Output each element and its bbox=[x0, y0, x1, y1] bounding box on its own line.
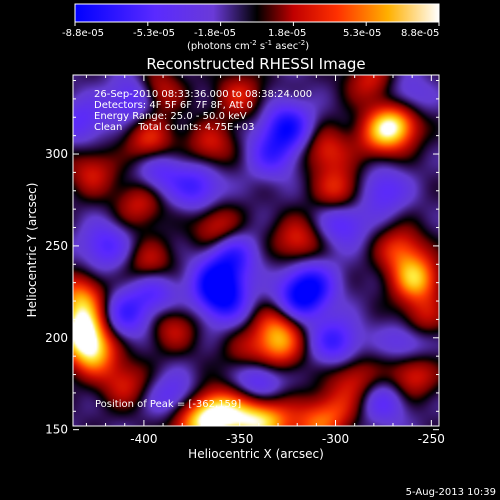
x-tick-label: -300 bbox=[322, 432, 349, 446]
colorbar-tick-label-1: -5.3e-05 bbox=[133, 28, 175, 39]
annotation-block: 26-Sep-2010 08:33:36.000 to 08:38:24.000… bbox=[94, 89, 312, 133]
chart-title: Reconstructed RHESSI Image bbox=[146, 55, 365, 73]
colorbar-tick-label-3: 1.8e-05 bbox=[268, 28, 306, 39]
colorbar-tick-label-5: 8.8e-05 bbox=[401, 28, 439, 39]
y-tick-label: 150 bbox=[45, 423, 68, 437]
heatmap-image bbox=[73, 75, 439, 426]
annotation-clean-counts: Clean Total counts: 4.75E+03 bbox=[94, 122, 254, 133]
annotation-time-range: 26-Sep-2010 08:33:36.000 to 08:38:24.000 bbox=[94, 89, 312, 100]
annotation-energy-range: Energy Range: 25.0 - 50.0 keV bbox=[94, 111, 247, 122]
colorbar-tick-label-0: -8.8e-05 bbox=[62, 28, 104, 39]
colorbar: -8.8e-05 -5.3e-05 -1.8e-05 1.8e-05 5.3e-… bbox=[62, 3, 440, 52]
colorbar-tick-marks bbox=[74, 22, 440, 26]
colorbar-strip bbox=[74, 3, 440, 23]
heatmap-raster bbox=[73, 75, 439, 426]
colorbar-tick-label-2: -1.8e-05 bbox=[194, 28, 236, 39]
x-tick-label: -400 bbox=[130, 432, 157, 446]
axes: -400 -350 -300 -250 150 200 250 300 bbox=[45, 75, 445, 446]
y-tick-label: 300 bbox=[45, 147, 68, 161]
y-tick-label: 250 bbox=[45, 239, 68, 253]
y-tick-label: 200 bbox=[45, 331, 68, 345]
colorbar-unit-label: (photons cm-2 s-1 asec-2) bbox=[187, 39, 309, 52]
colorbar-tick-label-4: 5.3e-05 bbox=[343, 28, 381, 39]
y-axis-label: Heliocentric Y (arcsec) bbox=[25, 183, 39, 318]
x-tick-label: -350 bbox=[226, 432, 253, 446]
plot-frame bbox=[72, 74, 440, 427]
footer-timestamp: 5-Aug-2013 10:39 bbox=[406, 487, 496, 498]
x-axis-label: Heliocentric X (arcsec) bbox=[188, 447, 324, 461]
x-tick-label: -250 bbox=[418, 432, 445, 446]
annotation-detectors: Detectors: 4F 5F 6F 7F 8F, Att 0 bbox=[94, 100, 253, 111]
peak-position-label: Position of Peak = [-362,159] bbox=[95, 399, 241, 410]
